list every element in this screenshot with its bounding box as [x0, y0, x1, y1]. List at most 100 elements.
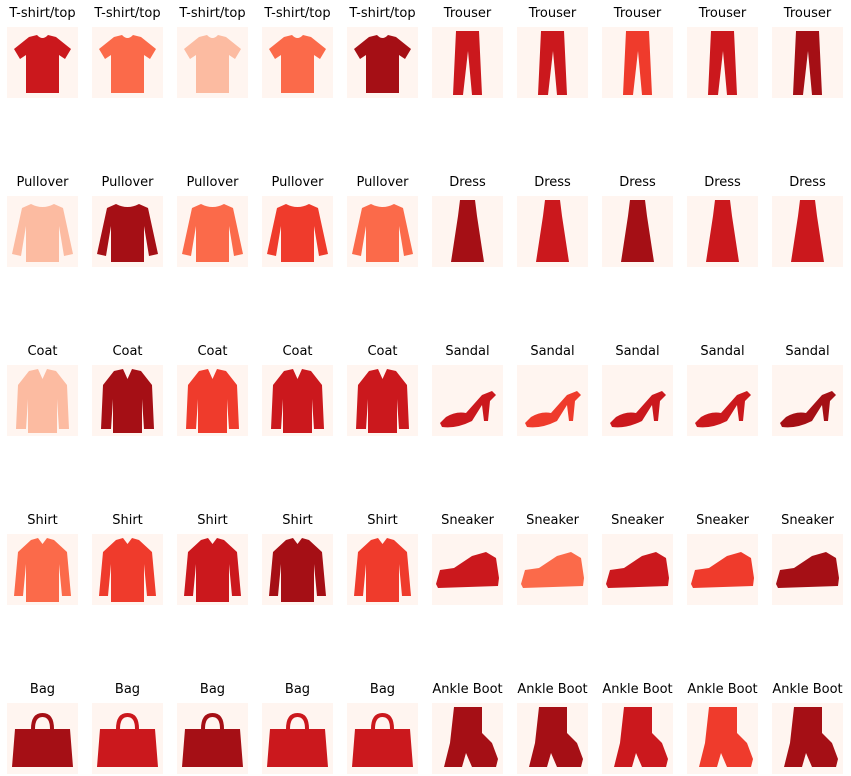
image-cell: Ankle Boot — [765, 680, 850, 775]
ankle-boot-icon — [772, 703, 843, 774]
image-cell: Pullover — [340, 173, 425, 268]
cell-title: Bag — [284, 682, 311, 697]
cell-title: Trouser — [783, 6, 832, 21]
image-cell: Shirt — [255, 511, 340, 606]
image-cell: Sandal — [680, 342, 765, 437]
image-cell: Trouser — [680, 4, 765, 99]
cell-title: Sneaker — [441, 513, 494, 528]
cell-title: Bag — [114, 682, 141, 697]
cell-title: Trouser — [698, 6, 747, 21]
image-cell: Coat — [255, 342, 340, 437]
trouser-icon — [772, 27, 843, 98]
ankle-boot-icon — [517, 703, 588, 774]
image-cell: Shirt — [170, 511, 255, 606]
cell-title: Dress — [619, 175, 656, 190]
coat-icon — [92, 365, 163, 436]
cell-title: Pullover — [16, 175, 69, 190]
image-cell: Dress — [425, 173, 510, 268]
cell-title: Coat — [367, 344, 398, 359]
image-cell: Pullover — [0, 173, 85, 268]
bag-icon — [177, 703, 248, 774]
image-cell: Sandal — [425, 342, 510, 437]
sneaker-icon — [602, 534, 673, 605]
cell-title: Bag — [199, 682, 226, 697]
pullover-icon — [177, 196, 248, 267]
shirt-icon — [177, 534, 248, 605]
cell-title: Ankle Boot — [517, 682, 588, 697]
cell-title: Sneaker — [611, 513, 664, 528]
image-cell: Sneaker — [765, 511, 850, 606]
coat-icon — [177, 365, 248, 436]
cell-title: Ankle Boot — [772, 682, 843, 697]
cell-title: Trouser — [443, 6, 492, 21]
cell-title: Sneaker — [696, 513, 749, 528]
cell-title: Shirt — [197, 513, 228, 528]
pullover-icon — [347, 196, 418, 267]
image-cell: Shirt — [340, 511, 425, 606]
cell-title: Coat — [112, 344, 143, 359]
image-cell: Sandal — [765, 342, 850, 437]
cell-title: Coat — [282, 344, 313, 359]
trouser-icon — [517, 27, 588, 98]
cell-title: Sneaker — [781, 513, 834, 528]
image-cell: Bag — [0, 680, 85, 775]
image-cell: T-shirt/top — [255, 4, 340, 99]
cell-title: Bag — [369, 682, 396, 697]
cell-title: Sneaker — [526, 513, 579, 528]
image-cell: Coat — [85, 342, 170, 437]
image-cell: Bag — [340, 680, 425, 775]
image-cell: Sneaker — [595, 511, 680, 606]
cell-title: Sandal — [445, 344, 490, 359]
cell-title: Dress — [534, 175, 571, 190]
cell-title: Dress — [704, 175, 741, 190]
trouser-icon — [687, 27, 758, 98]
bag-icon — [262, 703, 333, 774]
cell-title: Sandal — [615, 344, 660, 359]
image-cell: Trouser — [595, 4, 680, 99]
tshirt-icon — [347, 27, 418, 98]
cell-title: Coat — [197, 344, 228, 359]
cell-title: Ankle Boot — [687, 682, 758, 697]
cell-title: Pullover — [271, 175, 324, 190]
pullover-icon — [92, 196, 163, 267]
image-cell: Sneaker — [510, 511, 595, 606]
image-cell: Shirt — [85, 511, 170, 606]
image-cell: Trouser — [510, 4, 595, 99]
image-cell: Dress — [595, 173, 680, 268]
trouser-icon — [602, 27, 673, 98]
pullover-icon — [262, 196, 333, 267]
cell-title: Sandal — [700, 344, 745, 359]
ankle-boot-icon — [432, 703, 503, 774]
image-cell: Dress — [510, 173, 595, 268]
image-cell: Sneaker — [425, 511, 510, 606]
image-cell: Pullover — [255, 173, 340, 268]
image-cell: Coat — [340, 342, 425, 437]
sneaker-icon — [687, 534, 758, 605]
bag-icon — [7, 703, 78, 774]
cell-title: Sandal — [530, 344, 575, 359]
image-cell: Ankle Boot — [510, 680, 595, 775]
dress-icon — [687, 196, 758, 267]
pullover-icon — [7, 196, 78, 267]
shirt-icon — [262, 534, 333, 605]
image-cell: T-shirt/top — [0, 4, 85, 99]
cell-title: Coat — [27, 344, 58, 359]
coat-icon — [7, 365, 78, 436]
cell-title: T-shirt/top — [94, 6, 161, 21]
cell-title: Trouser — [528, 6, 577, 21]
dress-icon — [517, 196, 588, 267]
sneaker-icon — [517, 534, 588, 605]
image-cell: T-shirt/top — [340, 4, 425, 99]
sneaker-icon — [772, 534, 843, 605]
sandal-icon — [772, 365, 843, 436]
trouser-icon — [432, 27, 503, 98]
image-cell: Dress — [765, 173, 850, 268]
image-cell: Coat — [170, 342, 255, 437]
shirt-icon — [92, 534, 163, 605]
sneaker-icon — [432, 534, 503, 605]
image-cell: Dress — [680, 173, 765, 268]
cell-title: Shirt — [282, 513, 313, 528]
cell-title: Shirt — [27, 513, 58, 528]
ankle-boot-icon — [687, 703, 758, 774]
